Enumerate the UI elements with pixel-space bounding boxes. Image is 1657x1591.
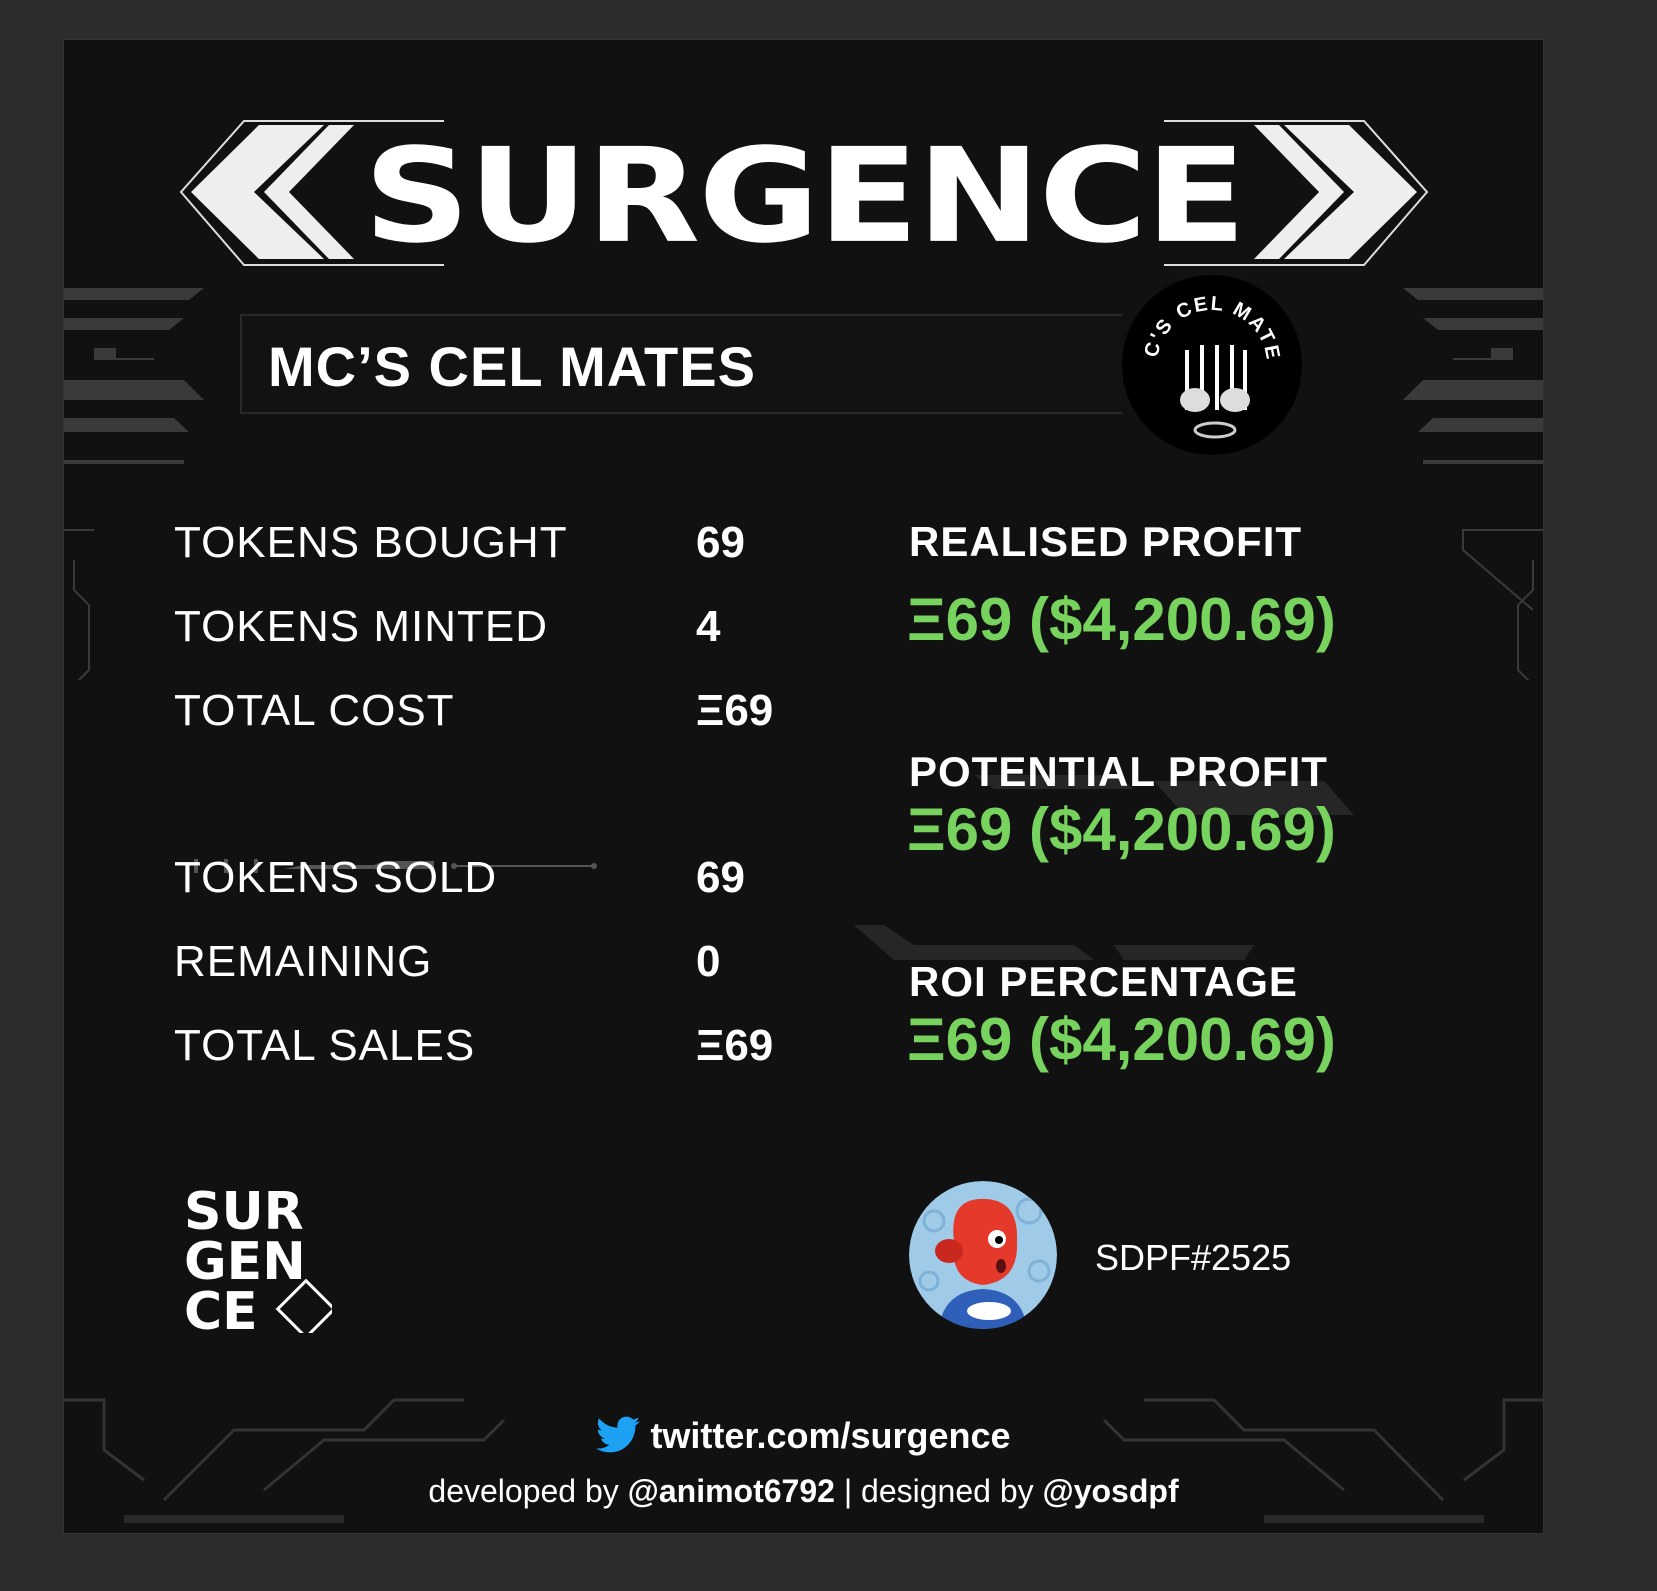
realised-profit-label: REALISED PROFIT: [909, 518, 1303, 565]
user-name: SDPF#2525: [1095, 1237, 1292, 1278]
stat-value: Ξ69: [696, 1021, 774, 1070]
stat-label: TOTAL COST: [174, 686, 455, 735]
roi-percentage-value: Ξ69 ($4,200.69): [907, 1006, 1336, 1073]
twitter-icon: [596, 1416, 641, 1453]
stat-label: REMAINING: [174, 937, 433, 986]
small-logo-line: GEN: [184, 1232, 306, 1292]
collection-logo-icon: MC'S CEL MATES: [1117, 270, 1302, 455]
potential-profit-value: Ξ69 ($4,200.69): [907, 796, 1336, 863]
left-circuit-decoration: [64, 288, 204, 680]
roi-percentage-label: ROI PERCENTAGE: [909, 958, 1298, 1005]
developer-handle[interactable]: @animot6792: [627, 1473, 835, 1509]
profit-divider-decoration: [854, 775, 1354, 960]
designer-handle[interactable]: @yosdpf: [1042, 1473, 1179, 1509]
twitter-link[interactable]: twitter.com/surgence: [64, 1415, 1543, 1457]
surgence-small-logo: SUR GEN CE: [184, 1185, 332, 1333]
user-avatar-icon[interactable]: [909, 1181, 1057, 1329]
mid-divider-decoration: [194, 859, 597, 873]
bottom-circuit-decoration: [64, 1398, 1543, 1523]
stat-value: Ξ69: [696, 686, 774, 735]
right-circuit-decoration: [1403, 288, 1543, 680]
credits-separator: |: [834, 1473, 862, 1509]
stat-value: 69: [696, 518, 745, 567]
small-logo-line: SUR: [184, 1185, 304, 1242]
stat-value: 0: [696, 937, 721, 986]
surgence-banner: SURGENCE: [179, 85, 1429, 275]
stat-label: TOTAL SALES: [174, 1021, 476, 1070]
small-logo-line: CE: [184, 1282, 258, 1333]
stat-label: TOKENS MINTED: [174, 602, 549, 651]
realised-profit-value: Ξ69 ($4,200.69): [907, 586, 1336, 653]
designed-prefix: designed by: [861, 1473, 1043, 1509]
pnl-card: SURGENCE MC’S CEL MATES MC'S CEL MATES T…: [63, 39, 1544, 1534]
stat-label: TOKENS BOUGHT: [174, 518, 568, 567]
collection-title-box: MC’S CEL MATES: [240, 314, 1122, 414]
surgence-wordmark: SURGENCE: [363, 120, 1247, 272]
developed-prefix: developed by: [428, 1473, 628, 1509]
stat-value: 69: [696, 853, 745, 902]
banner-frame: [179, 120, 1429, 266]
stat-label: TOKENS SOLD: [174, 853, 498, 902]
twitter-url[interactable]: twitter.com/surgence: [650, 1415, 1011, 1456]
potential-profit-label: POTENTIAL PROFIT: [909, 748, 1328, 795]
collection-title: MC’S CEL MATES: [268, 335, 756, 398]
footer-credits: developed by @animot6792 | designed by @…: [64, 1473, 1543, 1510]
stat-value: 4: [696, 602, 721, 651]
